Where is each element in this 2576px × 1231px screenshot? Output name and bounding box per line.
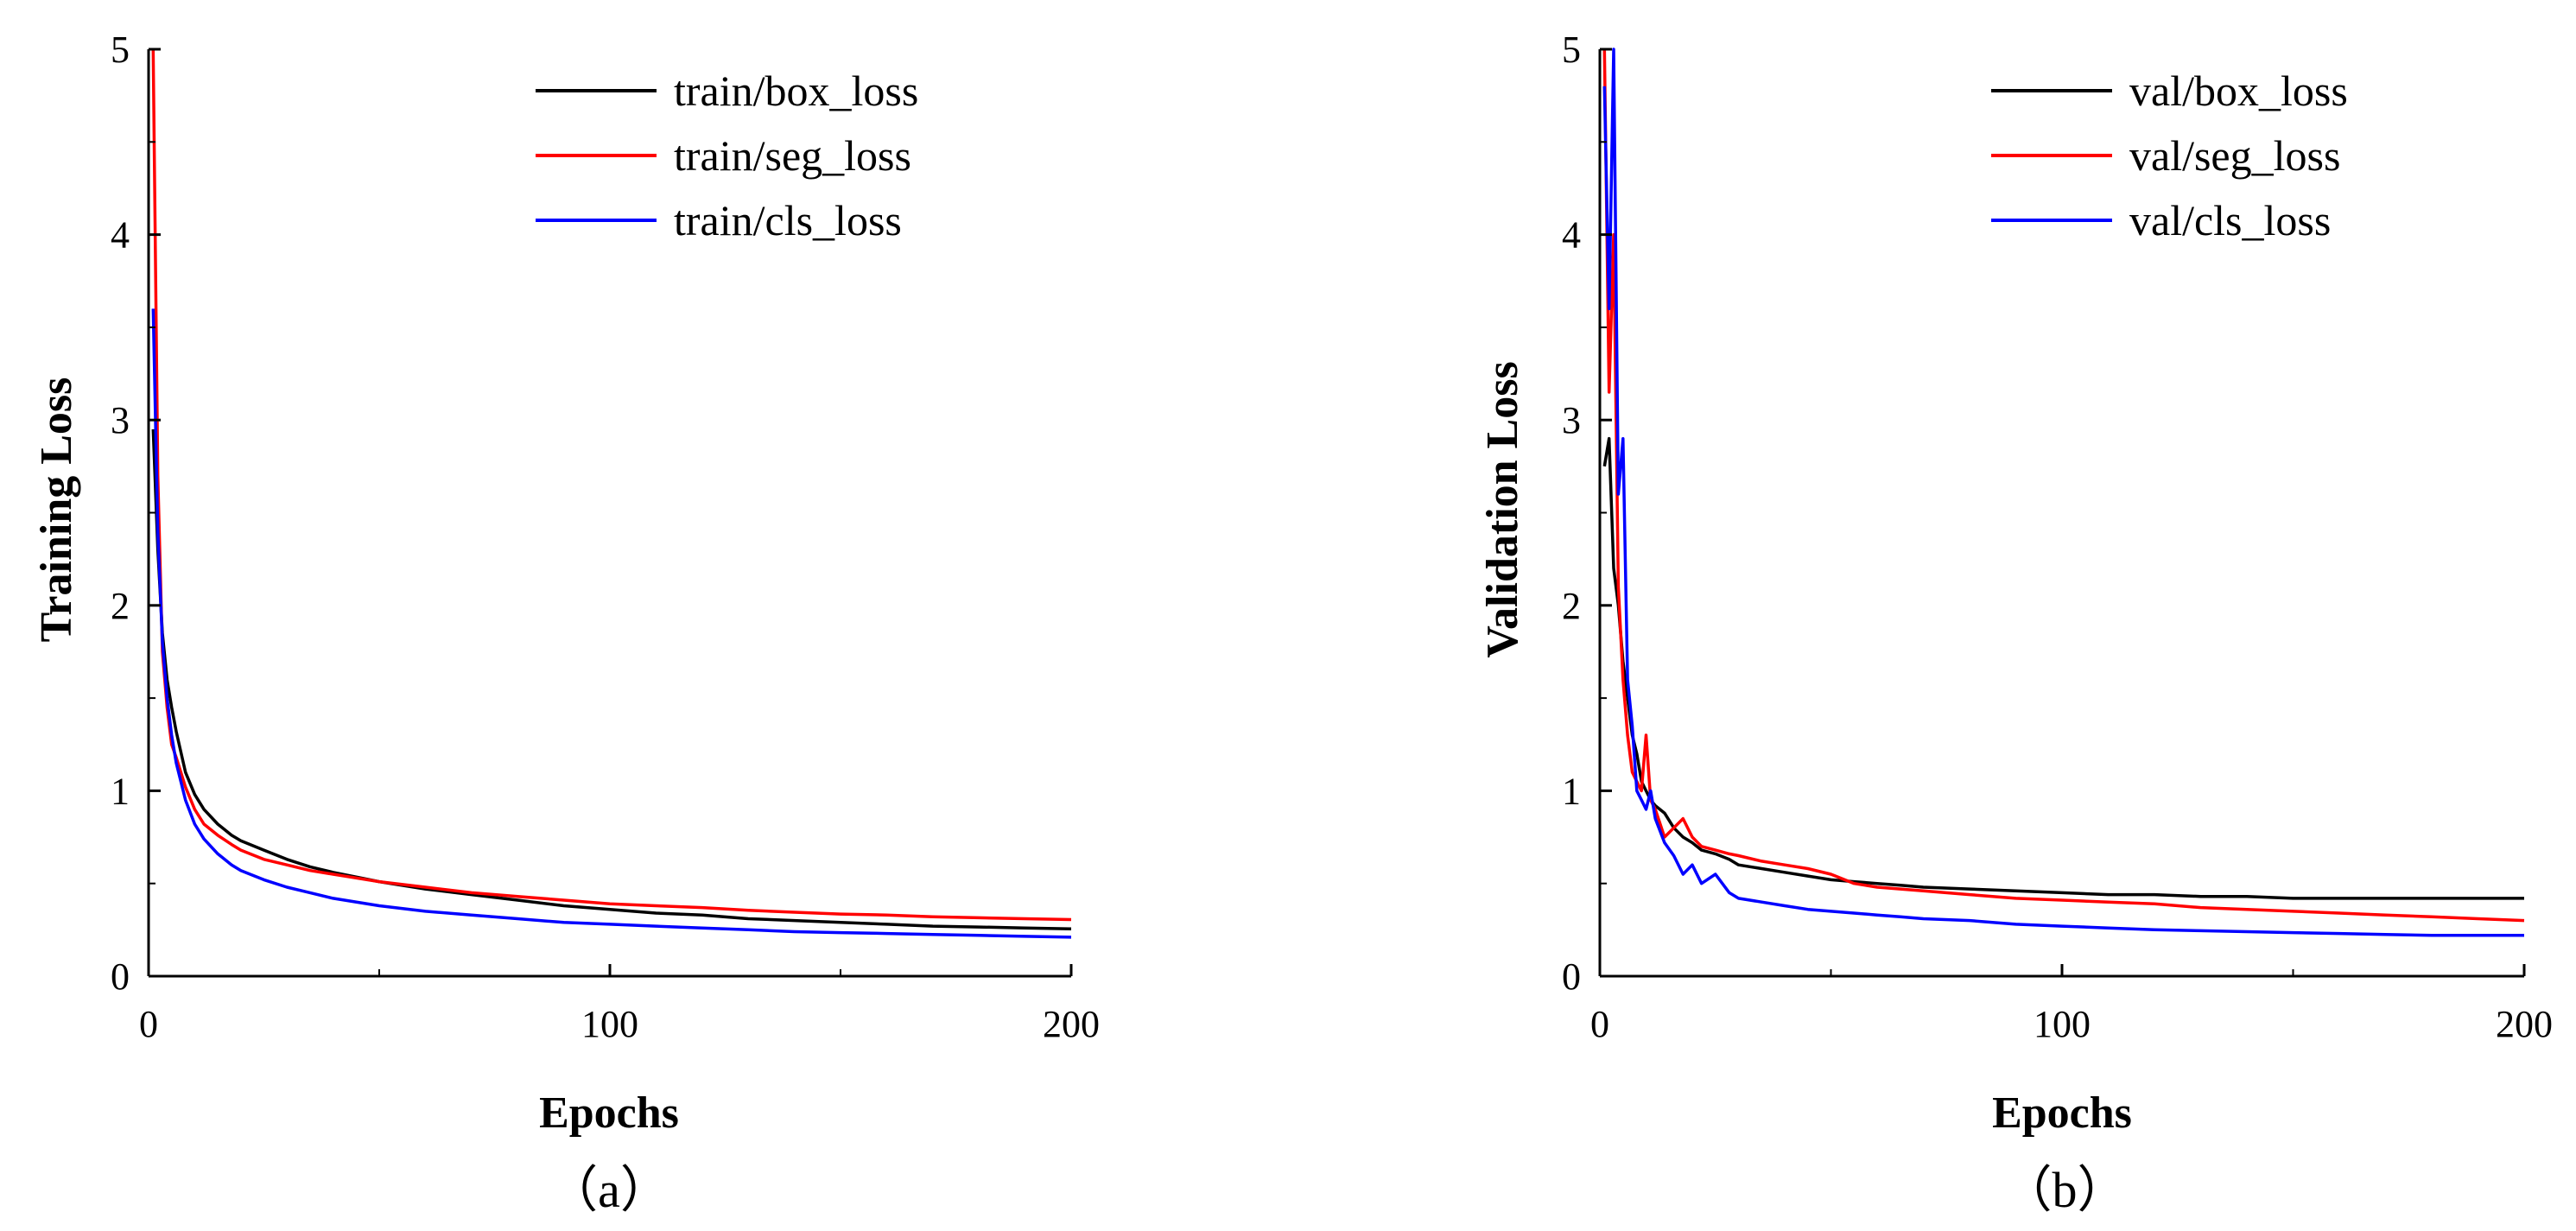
panel-b-x-tick-label: 200 — [2496, 1003, 2553, 1045]
panel-a-ticks: 0 1 2 3 4 5 0 100 200 — [111, 29, 1100, 1045]
panel-a-y-tick-label: 4 — [111, 214, 130, 257]
panel-b-series-val-seg-loss-line — [1602, 48, 2525, 923]
panel-a-series-train-box-loss-line — [151, 428, 1072, 931]
panel-b-y-axis-title: Validation Loss — [1478, 361, 1527, 657]
panel-a-series-train-seg-loss-line — [151, 48, 1072, 922]
panel-a-label: （a） — [548, 1162, 670, 1218]
panel-a-series-layer — [151, 48, 1072, 939]
panel-a-x-tick-label: 100 — [581, 1003, 638, 1045]
panel-a-y-tick-label: 3 — [111, 399, 130, 441]
panel-b-axes — [1598, 49, 2524, 978]
panel-b-legend-label-val-cls-loss: val/cls_loss — [2129, 196, 2331, 244]
panel-b-x-axis-title: Epochs — [1992, 1088, 2132, 1138]
panel-a-y-tick-label: 0 — [111, 955, 130, 998]
panel-a-x-tick-label: 0 — [139, 1003, 158, 1045]
panel-b-y-tick-label: 5 — [1562, 29, 1581, 71]
panel-a-y-tick-label: 5 — [111, 29, 130, 71]
panel-a-y-tick-label: 1 — [111, 770, 130, 812]
panel-b-y-tick-label: 1 — [1562, 770, 1581, 812]
panel-b-x-tick-label: 100 — [2034, 1003, 2091, 1045]
panel-a-x-tick-label: 200 — [1043, 1003, 1100, 1045]
panel-a-legend-label-train-box-loss: train/box_loss — [674, 67, 918, 115]
panel-b-series-layer — [1602, 48, 2525, 937]
panel-b-y-tick-label: 3 — [1562, 399, 1581, 441]
panel-b-y-tick-label: 2 — [1562, 585, 1581, 627]
panel-a-legend-label-train-seg-loss: train/seg_loss — [674, 131, 911, 180]
panel-b-label: （b） — [2002, 1162, 2127, 1218]
panel-b-legend: val/box_loss val/seg_loss val/cls_loss — [1991, 67, 2348, 244]
panel-b-series-val-box-loss-line — [1602, 436, 2524, 900]
panel-b-y-tick-label: 0 — [1562, 955, 1581, 998]
panel-a-legend-label-train-cls-loss: train/cls_loss — [674, 196, 902, 244]
panel-b-x-tick-label: 0 — [1590, 1003, 1609, 1045]
panel-b-ticks: 0 1 2 3 4 5 0 100 200 — [1562, 29, 2553, 1045]
panel-a-y-tick-label: 2 — [111, 585, 130, 627]
panel-a-x-axis-title: Epochs — [539, 1088, 679, 1138]
panel-b-legend-label-val-seg-loss: val/seg_loss — [2129, 131, 2340, 180]
panel-b-legend-label-val-box-loss: val/box_loss — [2129, 67, 2348, 115]
panel-a-legend: train/box_loss train/seg_loss train/cls_lo… — [536, 67, 918, 244]
panel-a-training-loss-chart: 0 1 2 3 4 5 0 100 200 Epochs Training Loss （a） t… — [32, 29, 1100, 1218]
panel-a-series-train-cls-loss-line — [151, 308, 1072, 939]
panel-a-y-axis-title: Training Loss — [32, 378, 81, 643]
panel-b-validation-loss-chart: 0 1 2 3 4 5 0 100 200 Epochs Validation Loss （b）… — [1478, 29, 2553, 1218]
panel-a-axes — [147, 49, 1071, 978]
panel-b-series-val-cls-loss-line — [1602, 48, 2524, 937]
panel-b-y-tick-label: 4 — [1562, 214, 1581, 257]
